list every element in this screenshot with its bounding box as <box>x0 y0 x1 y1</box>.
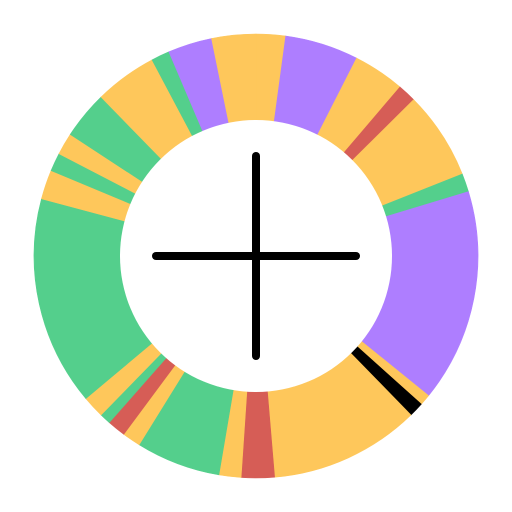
crosshair-icon <box>152 152 360 360</box>
